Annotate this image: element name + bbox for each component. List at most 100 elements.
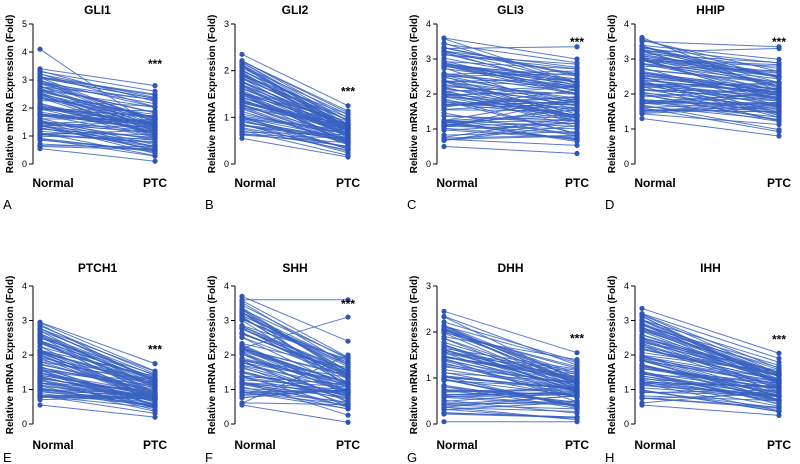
category-label-normal: Normal <box>234 438 275 452</box>
normal-point <box>37 136 43 142</box>
ptc-point <box>574 419 580 425</box>
normal-point <box>441 387 447 394</box>
data-points <box>441 308 580 425</box>
series-lines <box>241 295 349 423</box>
pair-line <box>641 38 780 79</box>
normal-point <box>441 373 447 379</box>
normal-point <box>239 316 245 323</box>
ptc-point <box>152 125 158 131</box>
category-label-ptc: PTC <box>767 176 791 190</box>
panel-title: GLI1 <box>84 3 111 17</box>
normal-point <box>37 347 43 353</box>
pair-line <box>641 44 780 60</box>
pair-line <box>443 316 578 382</box>
pair-line <box>641 53 780 78</box>
normal-point <box>239 307 245 313</box>
y-tick-label: 4 <box>224 281 229 291</box>
pair-line <box>641 313 780 369</box>
normal-point <box>239 357 245 363</box>
normal-point <box>239 63 245 69</box>
ptc-point <box>345 419 351 425</box>
normal-point <box>37 355 43 361</box>
significance-marker: *** <box>341 85 355 99</box>
normal-point <box>639 347 645 353</box>
series-lines <box>641 307 780 416</box>
pair-line <box>443 393 578 396</box>
normal-point <box>239 381 245 387</box>
normal-point <box>639 376 645 382</box>
ptc-point <box>152 88 158 94</box>
normal-point <box>639 49 645 55</box>
ptc-point <box>574 350 580 356</box>
pair-line <box>443 344 578 393</box>
ptc-point <box>574 384 580 391</box>
ptc-point <box>345 103 351 109</box>
category-label-ptc: PTC <box>143 176 167 190</box>
pair-line <box>241 316 349 349</box>
pair-line <box>443 65 578 96</box>
pair-line <box>641 338 780 394</box>
category-label-normal: Normal <box>32 438 73 452</box>
y-tick-label: 2 <box>624 350 629 360</box>
ptc-point <box>152 104 158 110</box>
normal-point <box>37 46 43 52</box>
normal-point <box>441 102 447 109</box>
y-tick-label: 4 <box>22 47 27 57</box>
normal-point <box>441 308 447 314</box>
pair-line <box>39 395 156 414</box>
normal-point <box>239 105 245 111</box>
pair-line <box>39 369 156 403</box>
y-tick-label: 3 <box>426 281 431 291</box>
pair-line <box>443 134 578 139</box>
series-lines <box>39 321 156 418</box>
pair-line <box>39 104 156 135</box>
normal-point <box>441 323 447 329</box>
pair-line <box>39 359 156 384</box>
normal-point <box>441 123 447 129</box>
pair-line <box>39 341 156 386</box>
y-tick-label: 1 <box>224 112 229 122</box>
ptc-point <box>574 124 580 130</box>
pair-line <box>443 413 578 419</box>
series-lines <box>443 310 578 423</box>
y-axis-label: Relative mRNA Expression (Fold) <box>5 15 16 174</box>
normal-point <box>639 402 645 408</box>
significance-marker: *** <box>570 332 584 346</box>
pair-line <box>241 337 349 389</box>
ptc-point <box>776 408 782 414</box>
normal-point <box>441 61 447 67</box>
normal-point <box>441 334 447 340</box>
ptc-point <box>152 361 158 367</box>
pair-line <box>443 80 578 117</box>
normal-point <box>239 313 245 319</box>
ptc-point <box>152 95 158 101</box>
pair-line <box>443 100 578 135</box>
y-axis-label: Relative mRNA Expression (Fold) <box>607 15 618 174</box>
ptc-point <box>574 44 580 50</box>
pair-line <box>241 73 349 130</box>
pair-line <box>641 375 780 396</box>
pair-line <box>241 137 349 158</box>
pair-line <box>443 42 578 85</box>
ptc-point <box>776 350 782 356</box>
pair-line <box>443 341 578 383</box>
ptc-point <box>574 79 580 85</box>
pair-line <box>241 295 349 342</box>
normal-point <box>239 370 245 376</box>
pair-line <box>641 315 780 384</box>
pair-line <box>443 61 578 70</box>
normal-point <box>239 293 245 299</box>
pair-line <box>241 402 349 406</box>
pair-line <box>241 354 349 404</box>
pair-line <box>443 43 578 64</box>
ptc-point <box>776 68 782 75</box>
pair-line <box>39 92 156 127</box>
normal-point <box>37 69 43 75</box>
panel-h: IHH Relative mRNA Expression (Fold) 0 1 2 3 4 *… <box>605 261 791 464</box>
y-axis-label: Relative mRNA Expression (Fold) <box>5 276 16 435</box>
normal-point <box>639 362 645 368</box>
ptc-point <box>152 142 158 148</box>
pair-line <box>241 348 349 396</box>
pair-line <box>641 307 780 354</box>
pair-line <box>641 107 780 133</box>
